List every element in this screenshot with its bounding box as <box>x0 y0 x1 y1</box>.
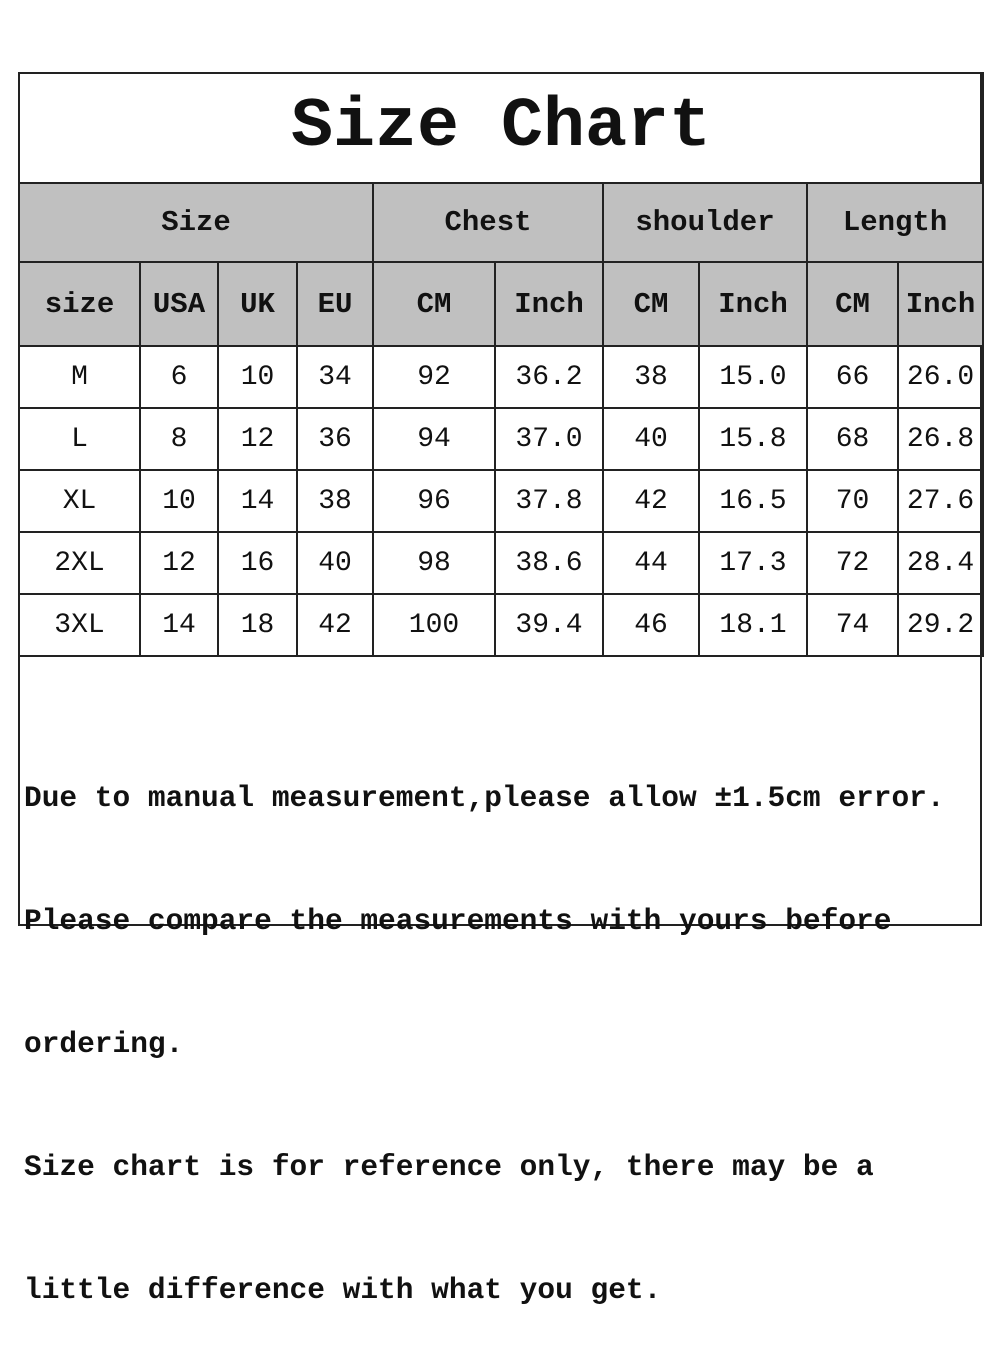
table-cell: 40 <box>602 407 700 471</box>
table-cell: 17.3 <box>698 531 808 595</box>
table-cell: 42 <box>296 593 374 657</box>
table-cell: 96 <box>372 469 496 533</box>
page-title: Size Chart <box>17 72 985 184</box>
subheader-cell: CM <box>602 261 700 347</box>
subheader-cell: Inch <box>896 261 985 347</box>
table-cell: 34 <box>296 345 374 409</box>
note-line: Size chart is for reference only, there … <box>24 1150 874 1184</box>
table-cell: 36.2 <box>494 345 604 409</box>
group-header-shoulder: shoulder <box>602 182 808 263</box>
subheader-cell: EU <box>296 261 374 347</box>
group-header-length: Length <box>805 182 985 263</box>
table-cell: 37.0 <box>494 407 604 471</box>
size-table: Size Chart Size Chest shoulder Length si… <box>17 72 985 657</box>
table-row: L 8 12 36 94 37.0 40 15.8 68 26.8 <box>18 407 985 471</box>
table-cell: 3XL <box>18 593 141 657</box>
table-cell: 38 <box>296 469 374 533</box>
table-cell: 40 <box>296 531 374 595</box>
subheader-cell: USA <box>139 261 219 347</box>
table-cell: 66 <box>806 345 899 409</box>
table-cell: 68 <box>806 407 899 471</box>
table-cell: 36 <box>296 407 374 471</box>
group-header-chest: Chest <box>372 182 604 263</box>
table-cell: 42 <box>602 469 700 533</box>
table-cell: 14 <box>139 593 219 657</box>
note-line: ordering. <box>24 1027 184 1061</box>
table-row: 2XL 12 16 40 98 38.6 44 17.3 72 28.4 <box>18 531 985 595</box>
size-chart: Size Chart Size Chest shoulder Length si… <box>17 72 985 1307</box>
table-cell: 26.8 <box>896 407 985 471</box>
table-cell: 16 <box>217 531 298 595</box>
table-cell: L <box>18 407 141 471</box>
table-cell: 37.8 <box>494 469 604 533</box>
table-cell: 16.5 <box>698 469 808 533</box>
notes: Due to manual measurement,please allow ±… <box>24 696 945 1352</box>
table-cell: 15.8 <box>698 407 808 471</box>
note-line: Due to manual measurement,please allow ±… <box>24 781 945 815</box>
table-cell: 8 <box>139 407 219 471</box>
table-cell: 29.2 <box>896 593 985 657</box>
subheader-cell: size <box>18 261 141 347</box>
table-cell: 18 <box>217 593 298 657</box>
subheader-cell: UK <box>217 261 298 347</box>
table-cell: 92 <box>372 345 496 409</box>
group-header-row: Size Chest shoulder Length <box>18 182 985 263</box>
subheader-cell: Inch <box>494 261 604 347</box>
table-cell: 18.1 <box>698 593 808 657</box>
subheader-cell: Inch <box>698 261 808 347</box>
subheader-row: size USA UK EU CM Inch CM Inch CM Inch <box>18 261 985 347</box>
table-cell: 26.0 <box>896 345 985 409</box>
table-cell: 94 <box>372 407 496 471</box>
table-cell: 15.0 <box>698 345 808 409</box>
table-cell: 14 <box>217 469 298 533</box>
subheader-cell: CM <box>806 261 899 347</box>
table-cell: XL <box>18 469 141 533</box>
subheader-cell: CM <box>372 261 496 347</box>
table-cell: 74 <box>806 593 899 657</box>
group-header-size: Size <box>18 182 374 263</box>
table-row: XL 10 14 38 96 37.8 42 16.5 70 27.6 <box>18 469 985 533</box>
note-line: Please compare the measurements with you… <box>24 904 892 938</box>
table-cell: 2XL <box>18 531 141 595</box>
table-cell: 27.6 <box>896 469 985 533</box>
table-cell: 12 <box>217 407 298 471</box>
table-cell: 10 <box>217 345 298 409</box>
table-cell: M <box>18 345 141 409</box>
table-cell: 44 <box>602 531 700 595</box>
note-line: little difference with what you get. <box>24 1273 662 1307</box>
table-row: M 6 10 34 92 36.2 38 15.0 66 26.0 <box>18 345 985 409</box>
table-cell: 12 <box>139 531 219 595</box>
table-cell: 70 <box>806 469 899 533</box>
table-cell: 38 <box>602 345 700 409</box>
table-cell: 6 <box>139 345 219 409</box>
table-cell: 98 <box>372 531 496 595</box>
table-cell: 38.6 <box>494 531 604 595</box>
table-cell: 10 <box>139 469 219 533</box>
table-cell: 39.4 <box>494 593 604 657</box>
table-row: 3XL 14 18 42 100 39.4 46 18.1 74 29.2 <box>18 593 985 657</box>
table-cell: 46 <box>602 593 700 657</box>
table-cell: 28.4 <box>896 531 985 595</box>
table-cell: 72 <box>806 531 899 595</box>
table-cell: 100 <box>372 593 496 657</box>
